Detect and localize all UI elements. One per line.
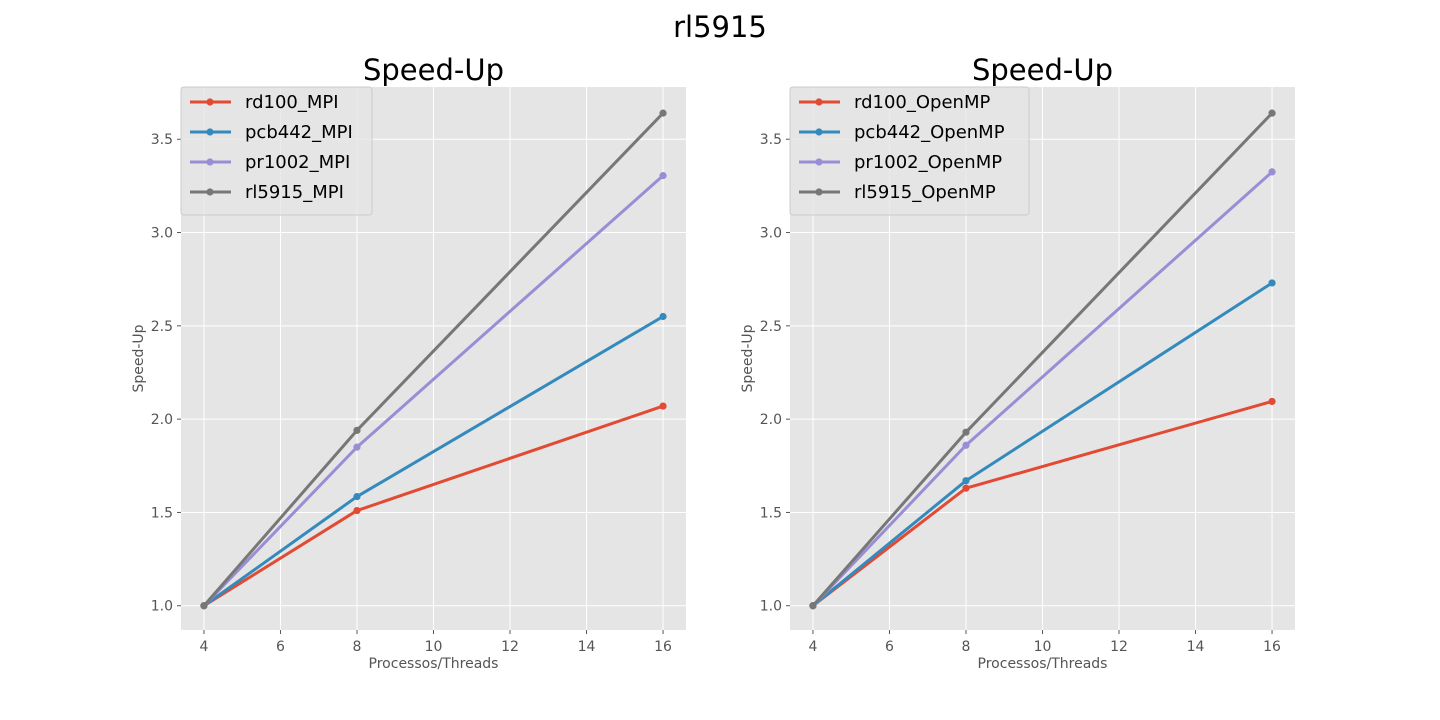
x-tick-label: 16: [654, 639, 672, 655]
x-tick-label: 8: [962, 639, 971, 655]
data-point: [1268, 109, 1276, 117]
legend-label: rd100_MPI: [245, 92, 339, 113]
figure-suptitle: rl5915: [673, 10, 767, 44]
legend-marker: [206, 158, 214, 166]
legend-label: rl5915_MPI: [245, 182, 344, 203]
y-tick-label: 1.0: [151, 599, 173, 615]
legend-label: pr1002_OpenMP: [854, 152, 1002, 173]
y-axis-label: Speed-Up: [131, 324, 147, 392]
x-tick-label: 4: [808, 639, 817, 655]
data-point: [200, 602, 208, 610]
y-tick-label: 2.0: [151, 412, 173, 428]
x-tick-label: 14: [1187, 639, 1205, 655]
ticks: 4 6 8 10 12 14 16 1.0 1.5 2.0 2.5 3.0 3.5: [760, 132, 1281, 655]
legend-marker: [206, 128, 214, 136]
gridlines: [790, 87, 1295, 630]
right-chart: 4 6 8 10 12 14 16 1.0 1.5 2.0 2.5 3.0 3.5 Processos/T…: [740, 53, 1295, 672]
x-tick-label: 16: [1263, 639, 1281, 655]
legend-label: pcb442_MPI: [245, 122, 353, 143]
x-tick-label: 8: [353, 639, 362, 655]
legend: rd100_OpenMP pcb442_OpenMP pr1002_OpenMPrl…: [789, 86, 1030, 216]
chart-title: Speed-Up: [972, 53, 1113, 87]
x-axis-label: Processos/Threads: [369, 656, 499, 672]
data-point: [353, 492, 361, 501]
data-point: [962, 484, 970, 492]
y-tick-label: 2.5: [151, 319, 173, 335]
data-point: [353, 506, 361, 515]
legend-box: [180, 86, 373, 216]
x-tick-label: 10: [425, 639, 443, 655]
x-axis-label: Processos/Threads: [978, 656, 1108, 672]
x-tick-label: 6: [276, 639, 285, 655]
y-tick-label: 3.5: [760, 132, 782, 148]
x-tick-label: 6: [885, 639, 894, 655]
y-axis-label: Speed-Up: [740, 324, 756, 392]
series-rl5915_MPI: [200, 109, 667, 610]
data-point: [659, 109, 667, 117]
legend-marker: [206, 188, 214, 196]
legend-label: rd100_OpenMP: [854, 92, 990, 113]
ticks: 4 6 8 10 12 14 16 1.0 1.5 2.0 2.5 3.0 3.5: [151, 132, 672, 655]
legend-label: pcb442_OpenMP: [854, 122, 1005, 143]
data-point: [353, 426, 361, 434]
legend-label: rl5915_OpenMP: [854, 182, 996, 203]
chart-title: Speed-Up: [363, 53, 504, 87]
x-tick-label: 4: [199, 639, 208, 655]
y-tick-label: 2.5: [760, 319, 782, 335]
data-point: [1268, 168, 1276, 176]
legend-marker: [206, 98, 214, 106]
legend-marker: [815, 128, 823, 136]
y-tick-label: 3.0: [151, 226, 173, 242]
data-point: [659, 402, 667, 410]
data-point: [659, 172, 667, 180]
legend-marker: [815, 158, 823, 166]
y-tick-label: 1.5: [151, 505, 173, 521]
data-point: [809, 602, 817, 610]
legend: rd100_MPI pcb442_MPI pr1002_MPI rl5915_MPI: [180, 86, 373, 216]
data-point: [353, 443, 361, 451]
x-tick-label: 12: [501, 639, 519, 655]
data-point: [1268, 279, 1276, 287]
x-tick-label: 12: [1110, 639, 1128, 655]
y-tick-label: 1.5: [760, 505, 782, 521]
data-point: [1268, 397, 1276, 406]
left-chart: 4 6 8 10 12 14 16 1.0 1.5 2.0 2.5 3.0 3.5 Processos/T…: [131, 53, 686, 672]
data-point: [962, 441, 970, 449]
legend-box: [789, 86, 1030, 216]
y-tick-label: 3.5: [151, 132, 173, 148]
data-point: [962, 428, 970, 436]
legend-marker: [815, 98, 823, 106]
x-tick-label: 14: [578, 639, 596, 655]
y-tick-label: 1.0: [760, 599, 782, 615]
legend-label: pr1002_MPI: [245, 152, 350, 173]
legend-marker: [815, 188, 823, 196]
data-point: [962, 477, 970, 485]
x-tick-label: 10: [1034, 639, 1052, 655]
series-rl5915_OpenMP: [809, 109, 1276, 610]
y-tick-label: 2.0: [760, 412, 782, 428]
y-tick-label: 3.0: [760, 226, 782, 242]
data-point: [659, 312, 667, 321]
